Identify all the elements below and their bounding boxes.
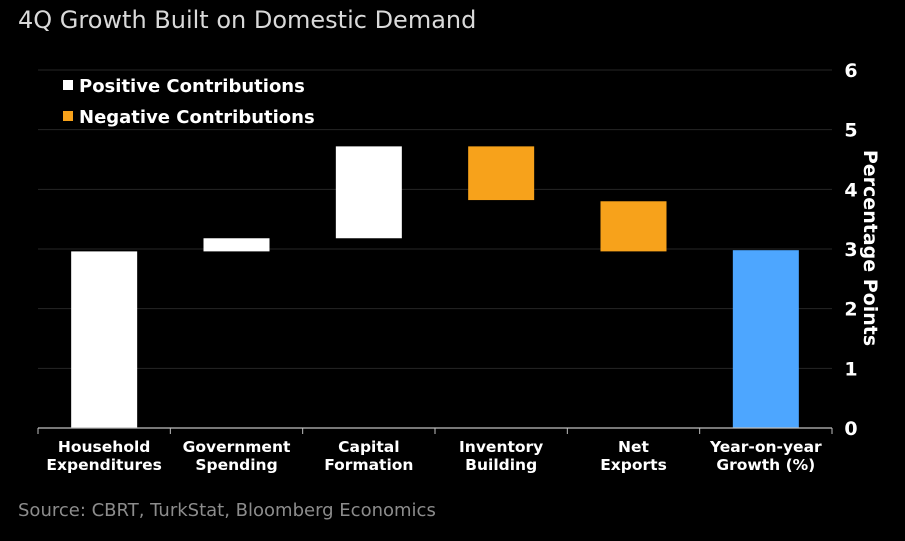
category-label-0-line-1: Expenditures bbox=[46, 456, 161, 474]
bar-5-total bbox=[732, 250, 799, 428]
legend-label-0: Positive Contributions bbox=[79, 76, 305, 97]
bar-1-positive bbox=[203, 238, 270, 252]
y-tick-label-5: 5 bbox=[844, 120, 857, 142]
category-label-4-line-0: Net bbox=[618, 438, 649, 456]
y-tick-label-4: 4 bbox=[844, 179, 857, 201]
category-label-5-line-1: Growth (%) bbox=[716, 456, 815, 474]
bars bbox=[71, 146, 799, 428]
category-label-0-line-0: Household bbox=[58, 438, 151, 456]
category-label-4-line-1: Exports bbox=[600, 456, 667, 474]
grid-lines bbox=[38, 69, 832, 369]
legend: Positive Contributions Negative Contribut… bbox=[63, 76, 315, 128]
bar-3-negative bbox=[468, 146, 535, 201]
category-label-2-line-0: Capital bbox=[338, 438, 399, 456]
chart-title: 4Q Growth Built on Domestic Demand bbox=[18, 6, 477, 34]
legend-label-1: Negative Contributions bbox=[79, 107, 315, 128]
y-tick-label-2: 2 bbox=[844, 299, 857, 321]
y-tick-label-6: 6 bbox=[844, 60, 857, 82]
bar-4-negative bbox=[600, 201, 667, 252]
bar-2-positive bbox=[335, 146, 402, 239]
y-tick-label-1: 1 bbox=[844, 358, 857, 380]
y-tick-label-3: 3 bbox=[844, 239, 857, 261]
y-tick-labels: 0 1 2 3 4 5 6 bbox=[844, 60, 857, 440]
category-label-3-line-1: Building bbox=[465, 456, 537, 474]
category-label-1-line-0: Government bbox=[183, 438, 291, 456]
source-note: Source: CBRT, TurkStat, Bloomberg Econom… bbox=[18, 500, 436, 521]
y-tick-label-0: 0 bbox=[844, 418, 857, 440]
legend-swatch-1 bbox=[63, 111, 73, 121]
legend-swatch-0 bbox=[63, 80, 73, 90]
category-label-5-line-0: Year-on-year bbox=[709, 438, 822, 456]
category-label-1-line-1: Spending bbox=[195, 456, 277, 474]
category-label-3-line-0: Inventory bbox=[459, 438, 543, 456]
x-axis bbox=[37, 427, 833, 434]
bar-0-positive bbox=[71, 251, 138, 428]
category-label-2-line-1: Formation bbox=[324, 456, 413, 474]
y-axis-label: Percentage Points bbox=[859, 150, 881, 346]
